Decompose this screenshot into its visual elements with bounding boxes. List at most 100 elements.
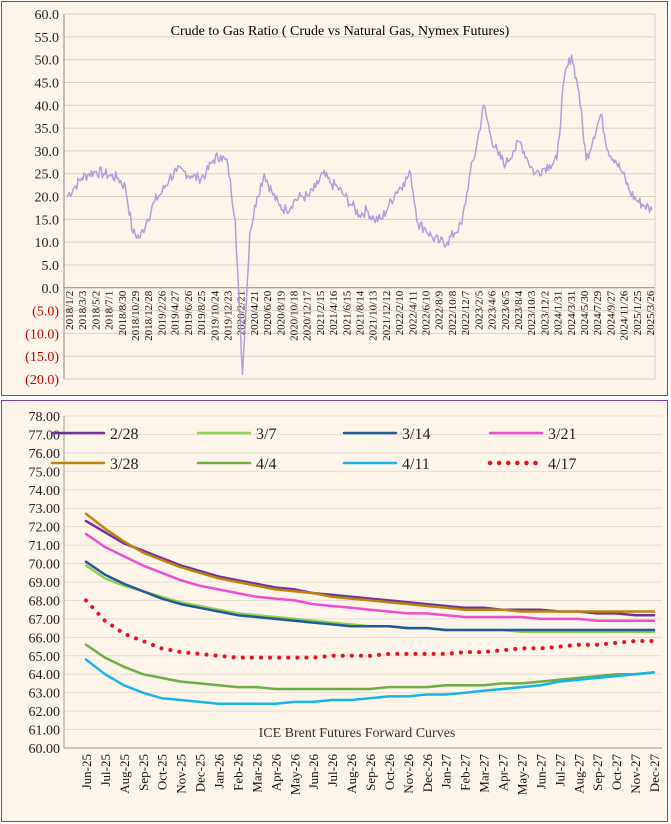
y-tick-label: 45.0: [35, 76, 60, 91]
x-tick-label: 2024/11/26: [619, 290, 631, 340]
x-tick-label: Jul-26: [325, 754, 340, 787]
x-tick-label: 2023/2/5: [473, 290, 485, 330]
x-tick-label: Dec-27: [647, 754, 662, 793]
y-tick-label: 61.00: [29, 724, 61, 739]
y-tick-label: 20.0: [35, 191, 60, 206]
y-tick-label: 71.00: [29, 539, 61, 554]
x-tick-label: Mar-26: [249, 754, 264, 793]
x-tick-label: 2023/6/5: [500, 290, 512, 330]
x-tick-label: 2019/4/27: [170, 290, 182, 335]
x-tick-label: 2021/2/15: [315, 290, 327, 335]
legend-label: 4/4: [256, 456, 276, 473]
x-tick-label: 2022/10/8: [447, 290, 459, 335]
y-tick-label: 68.00: [29, 594, 61, 609]
x-tick-label: 2019/8/25: [196, 290, 208, 335]
y-tick-label: 25.0: [35, 168, 60, 183]
gridlines: [63, 13, 656, 380]
x-tick-label: 2020/12/17: [302, 290, 314, 341]
x-tick-label: 2018/1/2: [64, 291, 76, 330]
x-tick-label: Nov-27: [628, 754, 643, 794]
y-tick-label: 73.00: [29, 502, 61, 517]
series-line-3-14: [84, 560, 656, 632]
chart-title: Crude to Gas Ratio ( Crude vs Natural Ga…: [171, 24, 510, 39]
x-tick-label: Dec-26: [420, 754, 435, 793]
x-tick-label: Jun-26: [306, 754, 321, 790]
y-tick-label: 40.0: [35, 99, 60, 114]
x-tick-label: Jun-25: [79, 754, 94, 789]
x-tick-label: 2024/5/30: [579, 290, 591, 335]
x-tick-label: 2022/12/7: [460, 290, 472, 335]
y-tick-label: 78.00: [29, 410, 61, 425]
x-tick-label: 2020/8/19: [275, 290, 287, 335]
y-tick-label: (20.0): [25, 373, 59, 388]
y-tick-labels: 78.00 77.00 76.00 75.00 74.00 73.00 72.00 71.00…: [29, 410, 61, 757]
series-line-3-28: [84, 512, 656, 613]
x-tick-label: Apr-27: [496, 754, 511, 792]
x-tick-label: 2023/12/2: [539, 291, 551, 336]
x-tick-label: Sep-27: [590, 754, 605, 791]
x-tick-label: Jun-27: [533, 754, 548, 790]
x-tick-label: 2024/1/31: [553, 291, 565, 336]
x-tick-label: 2025/1/25: [632, 290, 644, 335]
legend-label: 3/21: [548, 426, 576, 443]
x-tick-labels: 2018/1/2 2018/3/3 2018/5/2 2018/7/1 2018/8/3…: [64, 290, 657, 341]
x-tick-label: 2019/6/26: [183, 290, 195, 335]
y-tick-label: 50.0: [35, 54, 60, 69]
chart-title: ICE Brent Futures Forward Curves: [259, 726, 456, 741]
y-tick-label: 35.0: [35, 122, 60, 137]
x-tick-label: 2022/8/9: [434, 290, 446, 330]
x-tick-label: 2019/10/24: [209, 290, 221, 341]
x-tick-label: 2021/10/13: [368, 290, 380, 341]
x-tick-label: Sep-26: [363, 754, 378, 791]
y-tick-label: (5.0): [32, 305, 59, 320]
y-tick-label: 74.00: [29, 484, 61, 499]
gridlines: [63, 415, 662, 749]
x-tick-label: Jul-25: [98, 754, 113, 787]
brent-forward-curves-chart: 78.00 77.00 76.00 75.00 74.00 73.00 72.00 71.00…: [29, 410, 662, 796]
x-tick-label: Mar-27: [477, 754, 492, 793]
x-tick-labels: Jun-25 Jul-25 Aug-25 Sep-25 Oct-25 Nov-25 Dec-…: [79, 754, 662, 796]
y-tick-label: 0.0: [42, 282, 60, 297]
x-tick-label: 2023/8/4: [513, 290, 525, 330]
y-tick-label: 10.0: [35, 236, 60, 251]
x-tick-label: 2025/3/26: [645, 290, 657, 335]
legend-label: 3/14: [402, 426, 430, 443]
x-tick-label: May-26: [287, 754, 302, 796]
y-tick-label: 65.00: [29, 650, 61, 665]
series-line-3-21: [84, 532, 656, 622]
x-tick-label: 2018/8/30: [117, 290, 129, 335]
y-tick-label: (15.0): [25, 350, 59, 365]
x-tick-label: 2018/12/28: [143, 290, 155, 341]
x-tick-label: Aug-27: [571, 754, 586, 794]
x-tick-label: 2018/5/2: [90, 291, 102, 330]
series-line-4-4: [84, 643, 656, 691]
x-tick-label: Aug-26: [344, 754, 359, 794]
x-tick-label: 2018/7/1: [104, 291, 116, 330]
y-tick-label: 62.00: [29, 705, 61, 720]
x-tick-label: 2019/12/23: [222, 290, 234, 341]
forward-curve-lines: [84, 512, 656, 705]
y-tick-label: 72.00: [29, 521, 61, 536]
series-line-4-11: [84, 658, 656, 705]
crude-gas-ratio-chart: 60.0 55.0 50.0 45.0 40.0 35.0 30.0 25.0 20.0 15.0…: [25, 8, 657, 388]
x-tick-label: 2018/10/29: [130, 290, 142, 341]
legend: 2/28 3/7 3/14 3/21 3/28 4/4 4/11 4/17: [50, 426, 576, 473]
y-tick-label: (10.0): [25, 327, 59, 342]
y-tick-label: 63.00: [29, 687, 61, 702]
x-tick-label: 2021/6/15: [341, 290, 353, 335]
y-tick-label: 75.00: [29, 465, 61, 480]
x-tick-label: 2020/4/21: [249, 291, 261, 336]
x-tick-label: 2020/6/20: [262, 290, 274, 335]
y-tick-label: 30.0: [35, 145, 60, 160]
x-tick-label: 2022/4/11: [407, 291, 419, 335]
x-tick-label: 2024/3/31: [566, 291, 578, 336]
x-tick-label: 2022/6/10: [421, 290, 433, 335]
y-tick-label: 77.00: [29, 428, 61, 443]
legend-label: 3/28: [110, 456, 138, 473]
x-tick-label: May-27: [514, 754, 529, 796]
x-tick-label: Jan-27: [439, 754, 454, 789]
x-tick-label: Aug-25: [117, 754, 132, 794]
x-tick-label: Feb-26: [230, 754, 245, 791]
x-tick-label: 2022/2/10: [394, 290, 406, 335]
legend-label: 3/7: [256, 426, 276, 443]
